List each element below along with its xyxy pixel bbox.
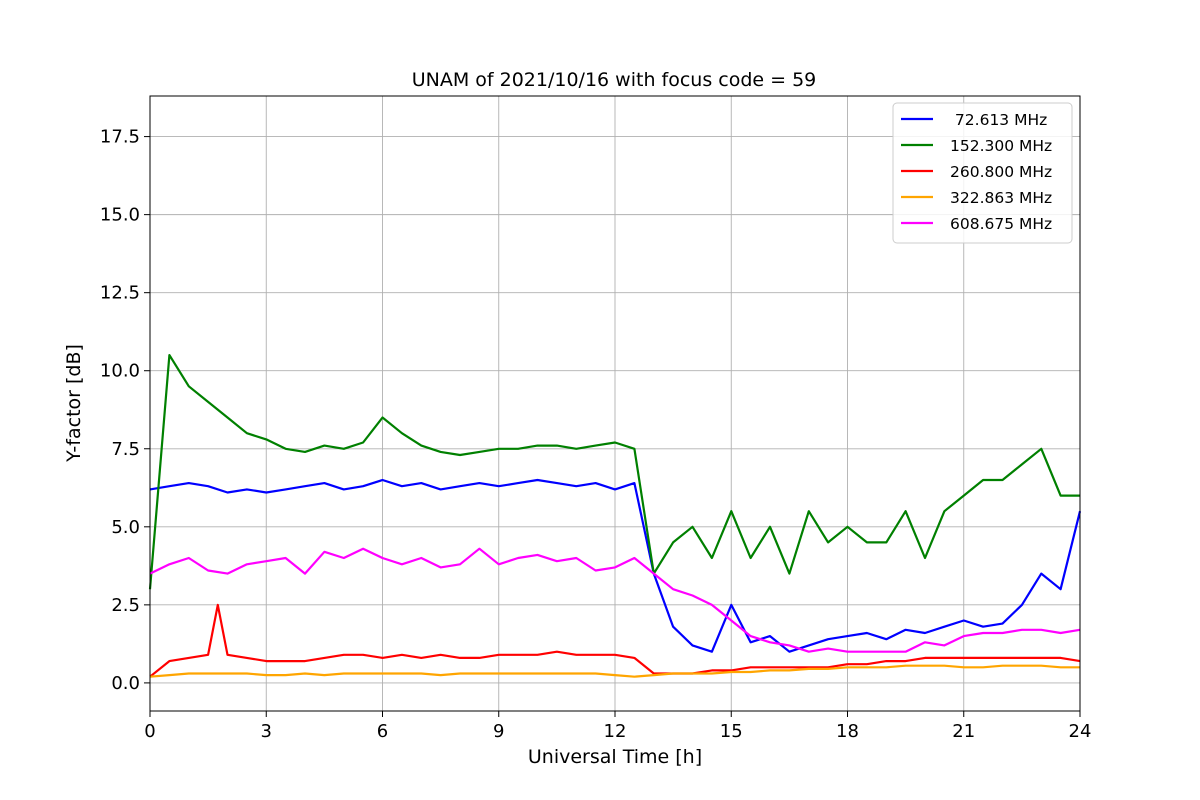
legend-label: 608.675 MHz bbox=[950, 215, 1052, 233]
series-line-0 bbox=[149, 478, 1082, 653]
y-tick-label: 0.0 bbox=[111, 673, 140, 694]
series-line-2 bbox=[149, 603, 1081, 678]
legend-label: 260.800 MHz bbox=[950, 163, 1052, 181]
y-tick-label: 2.5 bbox=[111, 595, 140, 616]
x-tick-label: 9 bbox=[493, 721, 504, 742]
x-tick-label: 3 bbox=[261, 721, 272, 742]
series-line-4 bbox=[149, 547, 1081, 653]
y-tick-label: 5.0 bbox=[111, 517, 140, 538]
x-tick-label: 21 bbox=[952, 721, 975, 742]
legend-label: 322.863 MHz bbox=[950, 189, 1052, 207]
y-tick-label: 12.5 bbox=[100, 283, 140, 304]
x-tick-label: 12 bbox=[604, 721, 627, 742]
x-tick-label: 6 bbox=[377, 721, 388, 742]
x-axis-ticks: 0 3 6 9 12 15 18 21 24 bbox=[144, 711, 1091, 742]
legend-label: 72.613 MHz bbox=[950, 111, 1047, 129]
x-tick-label: 15 bbox=[720, 721, 743, 742]
legend: 72.613 MHz 152.300 MHz 260.800 MHz 322.863 … bbox=[892, 102, 1073, 244]
x-axis-label: Universal Time [h] bbox=[528, 746, 702, 768]
y-tick-label: 15.0 bbox=[100, 205, 140, 226]
legend-label: 152.300 MHz bbox=[950, 137, 1052, 155]
plot-series bbox=[148, 354, 1082, 678]
series-line-1 bbox=[148, 354, 1080, 590]
chart-title: UNAM of 2021/10/16 with focus code = 59 bbox=[412, 69, 817, 91]
legend-box bbox=[892, 102, 1073, 244]
y-axis-ticks: 0.0 2.5 5.0 7.5 10.0 12.5 15.0 17.5 bbox=[100, 127, 150, 694]
series-line-3 bbox=[149, 664, 1080, 678]
y-tick-label: 17.5 bbox=[100, 127, 140, 148]
x-tick-label: 24 bbox=[1069, 721, 1092, 742]
y-tick-label: 10.0 bbox=[100, 361, 140, 382]
y-axis-label: Y-factor [dB] bbox=[63, 344, 85, 463]
x-tick-label: 18 bbox=[836, 721, 859, 742]
x-tick-label: 0 bbox=[144, 721, 155, 742]
y-tick-label: 7.5 bbox=[111, 439, 140, 460]
